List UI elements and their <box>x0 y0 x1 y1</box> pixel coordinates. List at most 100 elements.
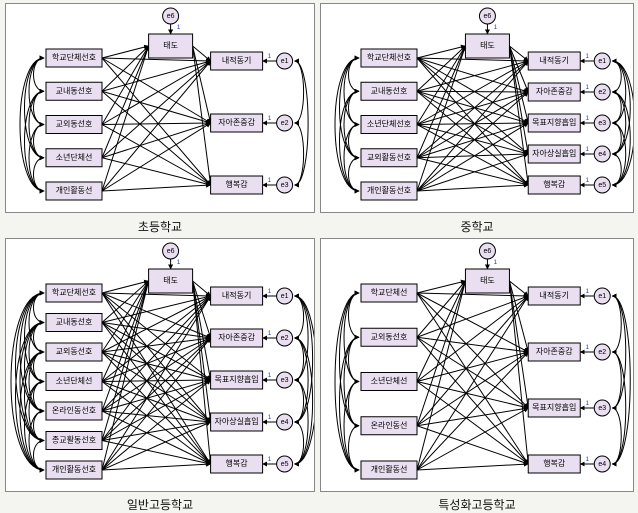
coef: 1 <box>586 457 590 463</box>
err-label: e1 <box>598 293 606 300</box>
diagram-elementary: 1111태도e6학교단체선호교내동선호교외동선호소년단체선개인활동선내적동기e1… <box>6 4 315 213</box>
coef: 1 <box>268 331 272 337</box>
panel-middle: 111111태도e6학교단체선호교내동선호소년단체선호교외활동선호개인활동선호내… <box>320 3 634 213</box>
right-label: 내적동기 <box>540 290 569 300</box>
err-label: e2 <box>598 349 606 356</box>
caption-middle: 중학교 <box>320 218 634 235</box>
left-label: 온라인동선 <box>371 420 408 430</box>
left-label: 교외동선호 <box>371 331 408 341</box>
cov-curve <box>295 61 309 185</box>
err-label: e1 <box>598 58 606 65</box>
cov-curve <box>335 58 359 191</box>
caption-general-high: 일반고등학교 <box>5 496 315 513</box>
err-label: e1 <box>281 58 289 65</box>
right-label: 자아존중감 <box>536 86 573 96</box>
err-label: e2 <box>281 335 289 342</box>
coef: 1 <box>586 116 590 122</box>
err-label: e5 <box>281 461 289 468</box>
right-label: 행복감 <box>226 179 249 189</box>
left-label: 개인활동선호 <box>52 464 96 474</box>
coef: 1 <box>586 289 590 295</box>
err-label: e4 <box>281 419 289 426</box>
coef: 1 <box>494 260 498 266</box>
diagram-general-high: 111111태도e6학교단체선호교내동선호교외동선호소년단체선온라인동선호종교활… <box>6 239 315 492</box>
coef: 1 <box>586 85 590 91</box>
path-left-right <box>102 422 211 470</box>
right-label: 내적동기 <box>540 55 569 65</box>
left-label: 온라인동선호 <box>52 405 96 415</box>
latent-label: 태도 <box>163 41 178 50</box>
latent-label: 태도 <box>480 41 495 50</box>
left-label: 교내동선호 <box>371 86 408 95</box>
path-latent-right <box>193 46 211 123</box>
path-left-right <box>102 296 211 352</box>
cov-curve <box>612 61 634 185</box>
right-label: 내적동기 <box>222 290 251 300</box>
right-label: 자아상실흡입 <box>215 416 259 426</box>
left-label: 학교단체선호 <box>367 52 411 62</box>
cov-curve <box>25 58 45 158</box>
path-left-right <box>102 352 211 422</box>
cov-curve <box>20 58 44 191</box>
path-left-latent <box>417 281 465 293</box>
path-left-latent <box>417 281 465 382</box>
path-latent-right <box>509 281 528 464</box>
coef: 1 <box>268 178 272 184</box>
caption-specialized-high: 특성화고등학교 <box>320 496 634 513</box>
panel-specialized-high: 11111태도e6학교단체선교외동선호소년단체선온라인동선개인활동선내적동기e1… <box>320 238 634 492</box>
diagram-specialized-high: 11111태도e6학교단체선교외동선호소년단체선온라인동선개인활동선내적동기e1… <box>321 239 634 492</box>
coef: 1 <box>268 457 272 463</box>
err-label: e6 <box>484 13 492 20</box>
right-label: 행복감 <box>543 179 566 189</box>
path-left-right <box>417 58 528 185</box>
path-left-right <box>417 296 528 426</box>
left-label: 소년단체선 <box>371 376 408 386</box>
path-latent-right <box>193 46 211 185</box>
path-left-right <box>417 123 528 125</box>
cov-curve <box>340 91 360 191</box>
err-label: e2 <box>281 120 289 127</box>
path-left-right <box>102 61 211 125</box>
left-label: 소년단체선 <box>56 152 93 162</box>
left-label: 교내동선호 <box>56 86 93 95</box>
coef: 1 <box>586 54 590 60</box>
left-label: 종교활동선호 <box>52 435 96 445</box>
coef: 1 <box>494 25 498 31</box>
err-label: e6 <box>167 248 175 255</box>
err-label: e1 <box>281 293 289 300</box>
coef: 1 <box>268 373 272 379</box>
path-left-right <box>417 58 528 123</box>
left-label: 소년단체선호 <box>367 119 411 129</box>
err-label: e4 <box>598 151 606 158</box>
coef: 1 <box>268 415 272 421</box>
err-label: e3 <box>281 182 289 189</box>
latent-label: 태도 <box>480 276 495 285</box>
path-left-right <box>102 58 211 123</box>
path-latent-right <box>193 281 211 422</box>
err-label: e4 <box>598 461 606 468</box>
left-label: 교내동선호 <box>56 318 93 327</box>
right-label: 자아존중감 <box>218 332 255 342</box>
path-left-right <box>102 380 211 382</box>
panel-general-high: 111111태도e6학교단체선호교내동선호교외동선호소년단체선온라인동선호종교활… <box>5 238 315 492</box>
right-label: 자아존중감 <box>218 117 255 127</box>
path-left-right <box>417 337 528 408</box>
left-label: 개인활동선 <box>56 185 93 195</box>
coef: 1 <box>586 401 590 407</box>
left-label: 개인활동선호 <box>367 185 411 195</box>
left-label: 학교단체선호 <box>52 287 96 297</box>
coef: 1 <box>586 147 590 153</box>
err-label: e3 <box>281 377 289 384</box>
path-left-latent <box>102 281 149 411</box>
path-left-right <box>417 293 528 464</box>
path-left-right <box>417 352 528 426</box>
left-label: 학교단체선호 <box>52 52 96 62</box>
path-left-right <box>102 464 211 470</box>
left-label: 교외활동선호 <box>367 152 411 162</box>
panel-elementary: 1111태도e6학교단체선호교내동선호교외동선호소년단체선개인활동선내적동기e1… <box>5 3 315 213</box>
coef: 1 <box>268 54 272 60</box>
err-label: e5 <box>598 182 606 189</box>
path-left-latent <box>102 46 149 58</box>
err-label: e6 <box>167 13 175 20</box>
cov-curve <box>340 58 360 158</box>
